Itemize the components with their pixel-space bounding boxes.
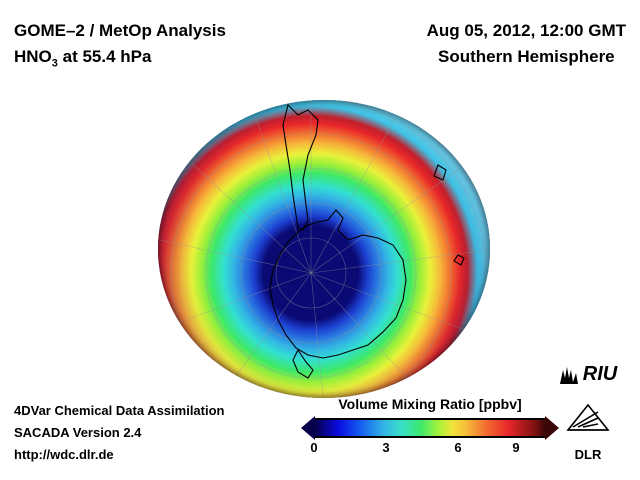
polar-stereographic-map[interactable]	[158, 100, 490, 398]
colorbar-title: Volume Mixing Ratio [ppbv]	[300, 396, 560, 412]
colorbar-tick-0: 0	[310, 440, 317, 455]
header-datetime: Aug 05, 2012, 12:00 GMT	[427, 18, 626, 44]
colorbar-container: Volume Mixing Ratio [ppbv] 0 3 6 9	[300, 396, 560, 454]
colorbar-tick-2: 6	[454, 440, 461, 455]
riu-mountain-icon	[559, 364, 581, 386]
colorbar-ticks: 0 3 6 9	[300, 440, 530, 454]
header-title-block: GOME–2 / MetOp Analysis HNO3 at 55.4 hPa	[14, 18, 226, 71]
footer-line2: SACADA Version 2.4	[14, 422, 225, 444]
colorbar-arrow-left	[301, 416, 315, 440]
dlr-label: DLR	[548, 447, 628, 462]
riu-logo: RIU	[548, 363, 628, 386]
footer-info-block: 4DVar Chemical Data Assimilation SACADA …	[14, 400, 225, 466]
colorbar-tick-1: 3	[382, 440, 389, 455]
polar-map-container	[158, 100, 490, 398]
header-title-line2: HNO3 at 55.4 hPa	[14, 44, 226, 72]
dlr-diamond-icon	[558, 400, 618, 440]
header-region: Southern Hemisphere	[427, 44, 626, 70]
continent-coastline-outline	[158, 100, 490, 398]
header-title-line1: GOME–2 / MetOp Analysis	[14, 18, 226, 44]
header-datetime-block: Aug 05, 2012, 12:00 GMT Southern Hemisph…	[427, 18, 626, 69]
footer-line1: 4DVar Chemical Data Assimilation	[14, 400, 225, 422]
footer-line3: http://wdc.dlr.de	[14, 444, 225, 466]
colorbar-gradient[interactable]	[315, 418, 545, 438]
colorbar-tick-3: 9	[512, 440, 519, 455]
logos-block: RIU DLR	[548, 363, 628, 462]
